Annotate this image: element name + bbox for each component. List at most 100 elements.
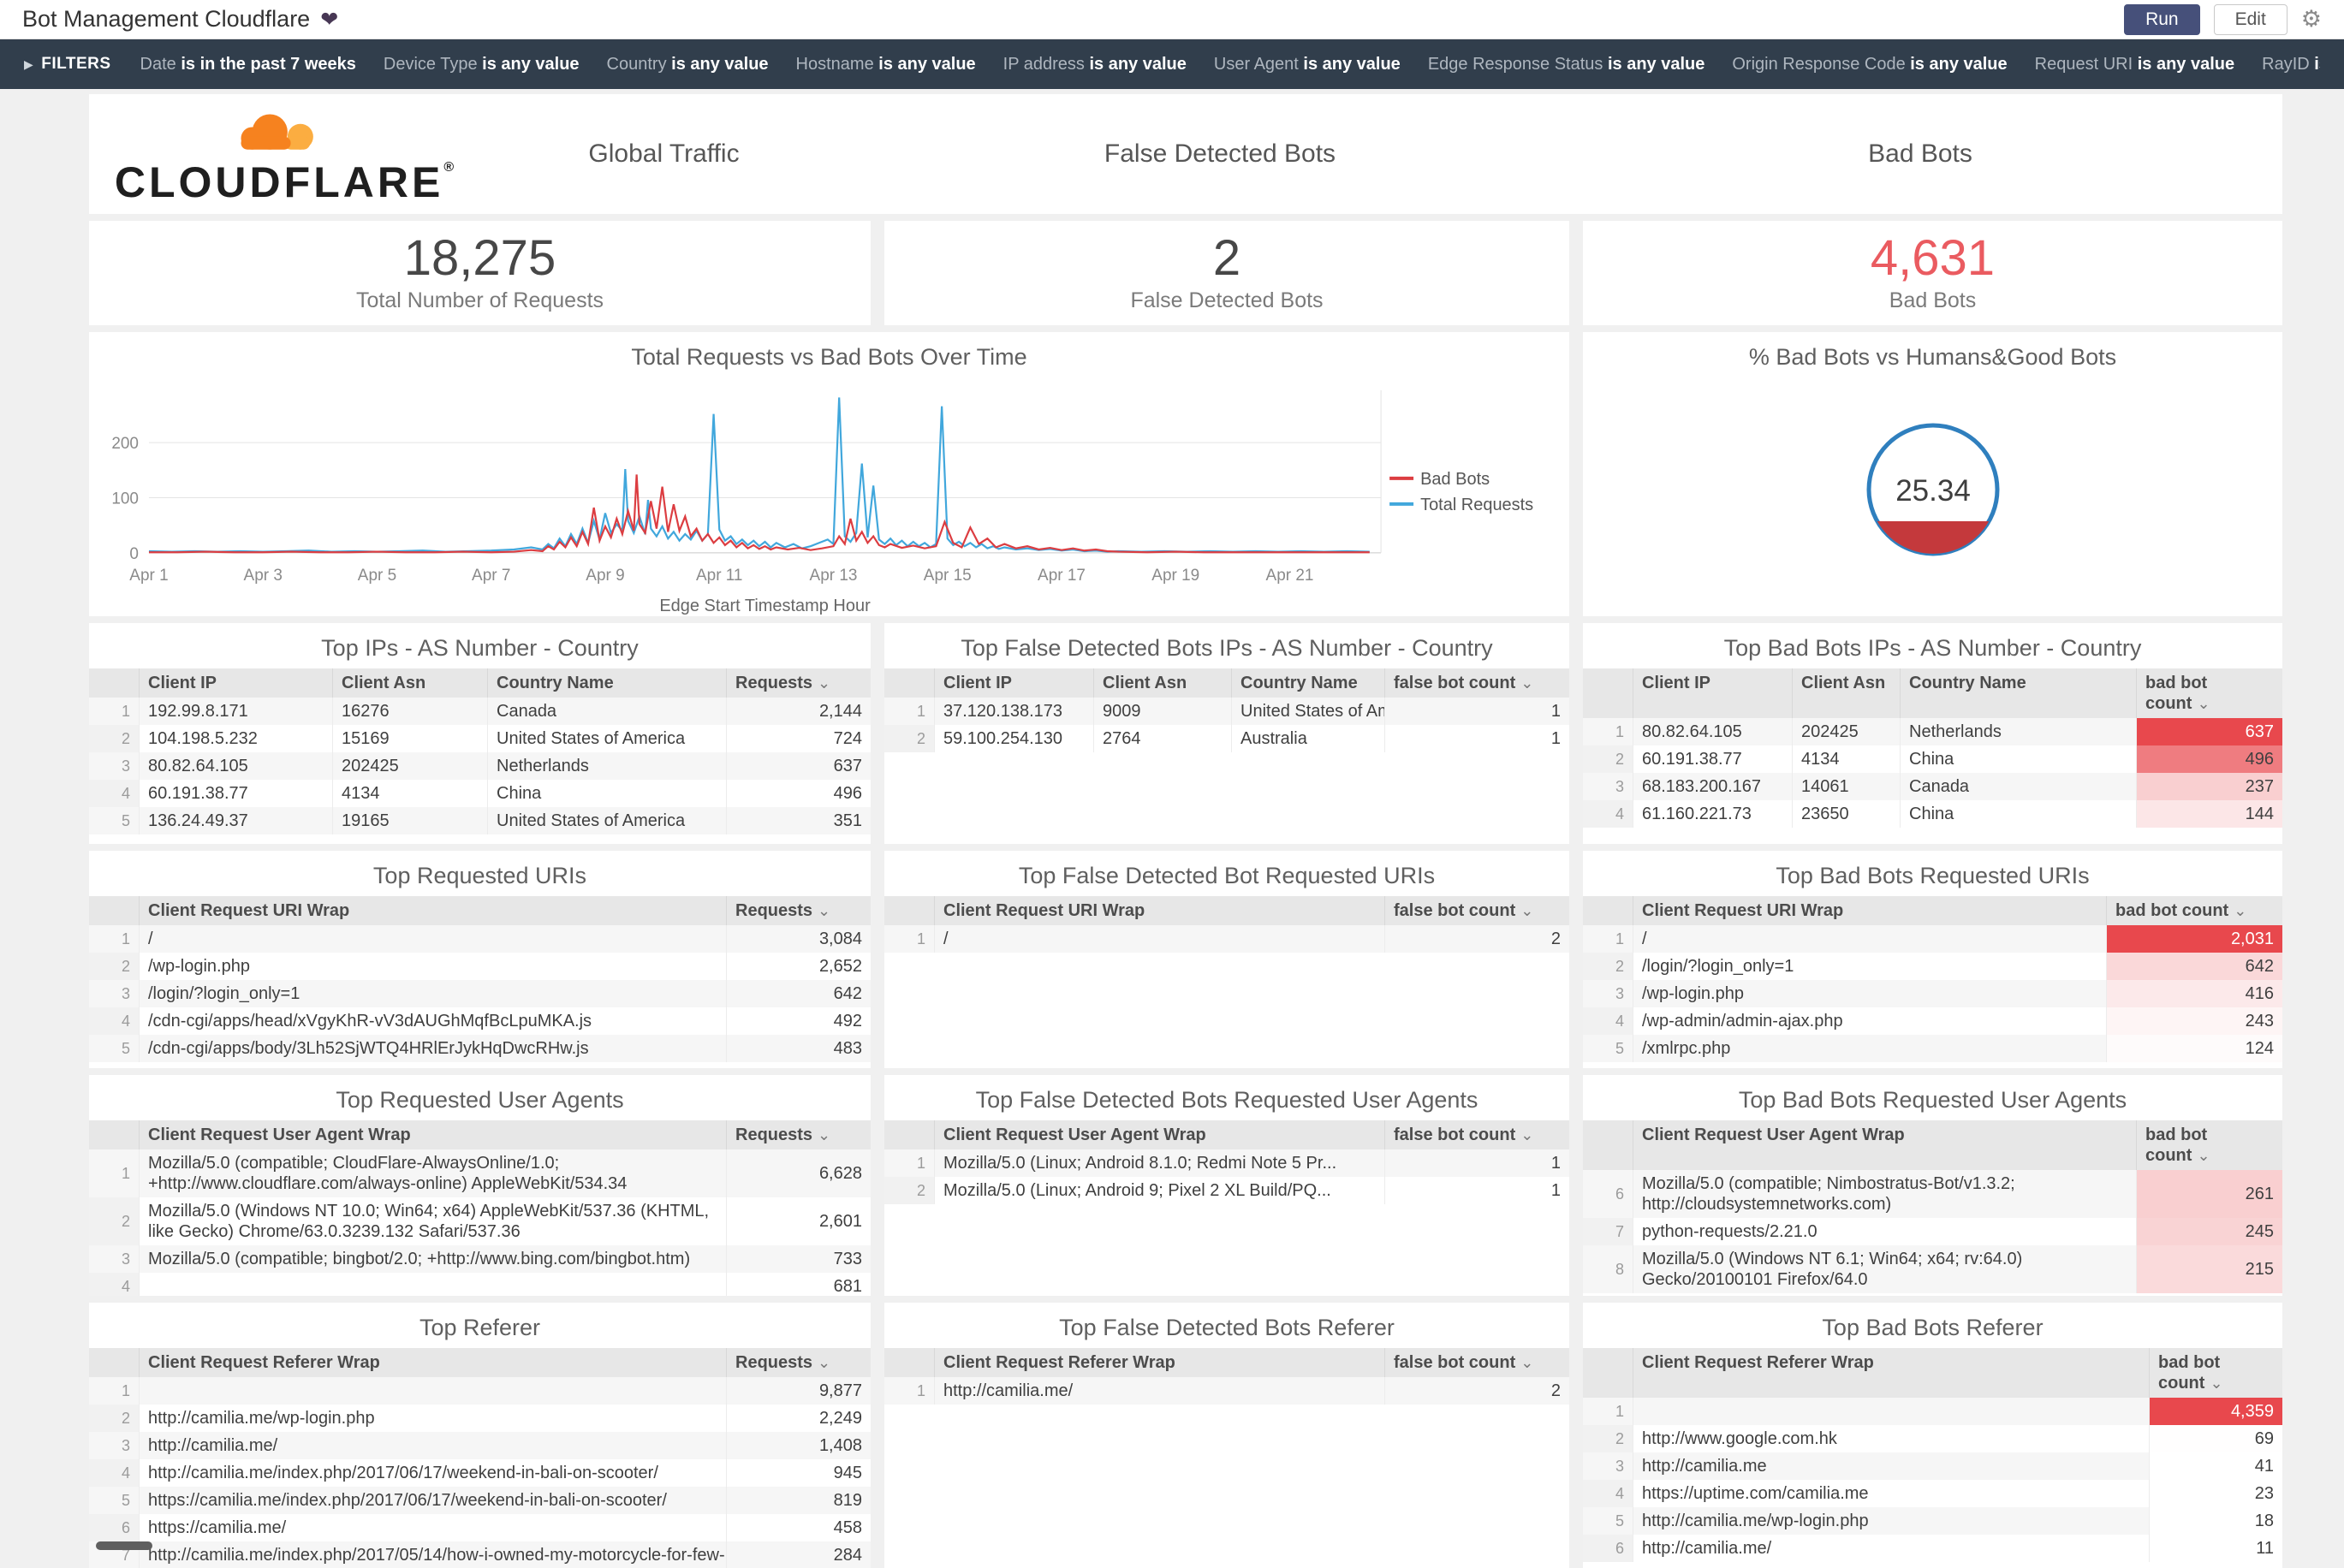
cell[interactable]: http://camilia.me/: [934, 1377, 1385, 1405]
cell[interactable]: [139, 1377, 727, 1405]
column-header[interactable]: Client IP: [139, 668, 333, 698]
sort-desc-icon[interactable]: ⌄: [1520, 902, 1534, 919]
cell[interactable]: 60.191.38.77: [139, 780, 333, 807]
filter-item[interactable]: RayID is any value: [2262, 55, 2320, 74]
cell[interactable]: 2,652: [726, 953, 871, 980]
cell[interactable]: 496: [726, 780, 871, 807]
edit-button[interactable]: Edit: [2213, 3, 2287, 35]
cell[interactable]: 945: [726, 1459, 871, 1487]
cell[interactable]: /wp-login.php: [1633, 980, 2107, 1007]
cell[interactable]: 261: [2136, 1170, 2282, 1218]
cell[interactable]: 3,084: [726, 925, 871, 953]
cell[interactable]: 23650: [1792, 800, 1901, 828]
cell[interactable]: https://camilia.me/index.php/2017/06/17/…: [139, 1487, 727, 1514]
cell[interactable]: /cdn-cgi/apps/head/xVgyKhR-vV3dAUGhMqfBc…: [139, 1007, 727, 1035]
cell[interactable]: 2,144: [726, 698, 871, 725]
cell[interactable]: /login/?login_only=1: [1633, 953, 2107, 980]
cell[interactable]: 243: [2106, 1007, 2282, 1035]
sort-desc-icon[interactable]: ⌄: [818, 1354, 831, 1371]
column-header[interactable]: bad bot count ⌄: [2136, 1120, 2282, 1170]
cell[interactable]: /: [139, 925, 727, 953]
cell[interactable]: United States of America: [487, 807, 727, 834]
cell[interactable]: 2764: [1093, 725, 1232, 752]
cell[interactable]: 14061: [1792, 773, 1901, 800]
cell[interactable]: China: [1900, 800, 2137, 828]
cell[interactable]: 61.160.221.73: [1633, 800, 1793, 828]
cell[interactable]: China: [1900, 745, 2137, 773]
cell[interactable]: 4,359: [2149, 1398, 2282, 1425]
bad-bot-referer-table[interactable]: Client Request Referer Wrap bad bot count…: [1583, 1348, 2282, 1562]
cell[interactable]: 4134: [332, 780, 488, 807]
bad-bot-uris-table[interactable]: Client Request URI Wrap bad bot count ⌄ 1/2…: [1583, 896, 2282, 1062]
cell[interactable]: 2: [1384, 1377, 1569, 1405]
cell[interactable]: Mozilla/5.0 (compatible; bingbot/2.0; +h…: [139, 1245, 727, 1273]
cell[interactable]: 192.99.8.171: [139, 698, 333, 725]
cell[interactable]: http://camilia.me/: [139, 1432, 727, 1459]
badbots-perc定gauge[interactable]: 25.34: [1583, 377, 2282, 616]
cell[interactable]: 2: [1384, 925, 1569, 953]
filter-item[interactable]: User Agent is any value: [1214, 55, 1401, 74]
kpi-value[interactable]: 2: [1212, 229, 1241, 286]
cell[interactable]: Netherlands: [1900, 718, 2137, 745]
kpi-value[interactable]: 4,631: [1870, 229, 1996, 286]
cell[interactable]: https://uptime.com/camilia.me: [1633, 1480, 2150, 1507]
cell[interactable]: Canada: [487, 698, 727, 725]
cell[interactable]: 68.183.200.167: [1633, 773, 1793, 800]
filter-item[interactable]: Origin Response Code is any value: [1732, 55, 2007, 74]
cell[interactable]: 104.198.5.232: [139, 725, 333, 752]
cell[interactable]: 9,877: [726, 1377, 871, 1405]
cell[interactable]: /login/?login_only=1: [139, 980, 727, 1007]
sort-desc-icon[interactable]: ⌄: [818, 1126, 831, 1143]
cell[interactable]: 1: [1384, 698, 1569, 725]
column-header[interactable]: Client Request Referer Wrap: [1633, 1348, 2150, 1398]
filter-item[interactable]: Device Type is any value: [384, 55, 580, 74]
filter-item[interactable]: Request URI is any value: [2035, 55, 2234, 74]
cell[interactable]: http://camilia.me: [1633, 1452, 2150, 1480]
column-header[interactable]: false bot count ⌄: [1384, 1120, 1569, 1149]
column-header[interactable]: bad bot count ⌄: [2149, 1348, 2282, 1398]
cell[interactable]: 496: [2136, 745, 2282, 773]
cell[interactable]: 2,249: [726, 1405, 871, 1432]
cell[interactable]: Mozilla/5.0 (Windows NT 6.1; Win64; x64;…: [1633, 1245, 2137, 1293]
column-header[interactable]: Client Request User Agent Wrap: [1633, 1120, 2137, 1170]
cell[interactable]: /wp-login.php: [139, 953, 727, 980]
scrollbar-thumb[interactable]: [96, 1541, 152, 1550]
filter-item[interactable]: Country is any value: [607, 55, 769, 74]
filter-item[interactable]: Hostname is any value: [796, 55, 976, 74]
run-button[interactable]: Run: [2124, 3, 2200, 35]
cell[interactable]: Mozilla/5.0 (Linux; Android 9; Pixel 2 X…: [934, 1177, 1385, 1204]
cell[interactable]: 37.120.138.173: [934, 698, 1094, 725]
cell[interactable]: 202425: [1792, 718, 1901, 745]
cell[interactable]: 642: [2106, 953, 2282, 980]
cell[interactable]: 245: [2136, 1218, 2282, 1245]
false-bot-user-agents-table[interactable]: Client Request User Agent Wrap false bot …: [884, 1120, 1569, 1204]
sort-desc-icon[interactable]: ⌄: [1520, 1354, 1534, 1371]
cell[interactable]: [139, 1273, 727, 1296]
column-header[interactable]: Client Request User Agent Wrap: [934, 1120, 1385, 1149]
cell[interactable]: 637: [726, 752, 871, 780]
cell[interactable]: 416: [2106, 980, 2282, 1007]
cell[interactable]: 202425: [332, 752, 488, 780]
sort-desc-icon[interactable]: ⌄: [1520, 674, 1534, 692]
cell[interactable]: http://www.google.com.hk: [1633, 1425, 2150, 1452]
cell[interactable]: /wp-admin/admin-ajax.php: [1633, 1007, 2107, 1035]
bad-bot-ips-table[interactable]: Client IP Client Asn Country Name bad bot c…: [1583, 668, 2282, 828]
cell[interactable]: 136.24.49.37: [139, 807, 333, 834]
column-header[interactable]: Client Request Referer Wrap: [934, 1348, 1385, 1377]
cell[interactable]: 124: [2106, 1035, 2282, 1062]
cell[interactable]: China: [487, 780, 727, 807]
cell[interactable]: /xmlrpc.php: [1633, 1035, 2107, 1062]
sort-desc-icon[interactable]: ⌄: [818, 674, 831, 692]
sort-desc-icon[interactable]: ⌄: [1520, 1126, 1534, 1143]
column-header[interactable]: false bot count ⌄: [1384, 1348, 1569, 1377]
cell[interactable]: 642: [726, 980, 871, 1007]
cell[interactable]: [1633, 1398, 2150, 1425]
cell[interactable]: 144: [2136, 800, 2282, 828]
sort-desc-icon[interactable]: ⌄: [2197, 695, 2210, 712]
column-header[interactable]: bad bot count ⌄: [2136, 668, 2282, 718]
filters-toggle[interactable]: ▶ FILTERS: [24, 55, 111, 74]
cell[interactable]: /: [1633, 925, 2107, 953]
cell[interactable]: 492: [726, 1007, 871, 1035]
top-ips-table[interactable]: Client IP Client Asn Country Name Requests ⌄…: [89, 668, 871, 834]
cell[interactable]: 284: [726, 1541, 871, 1568]
